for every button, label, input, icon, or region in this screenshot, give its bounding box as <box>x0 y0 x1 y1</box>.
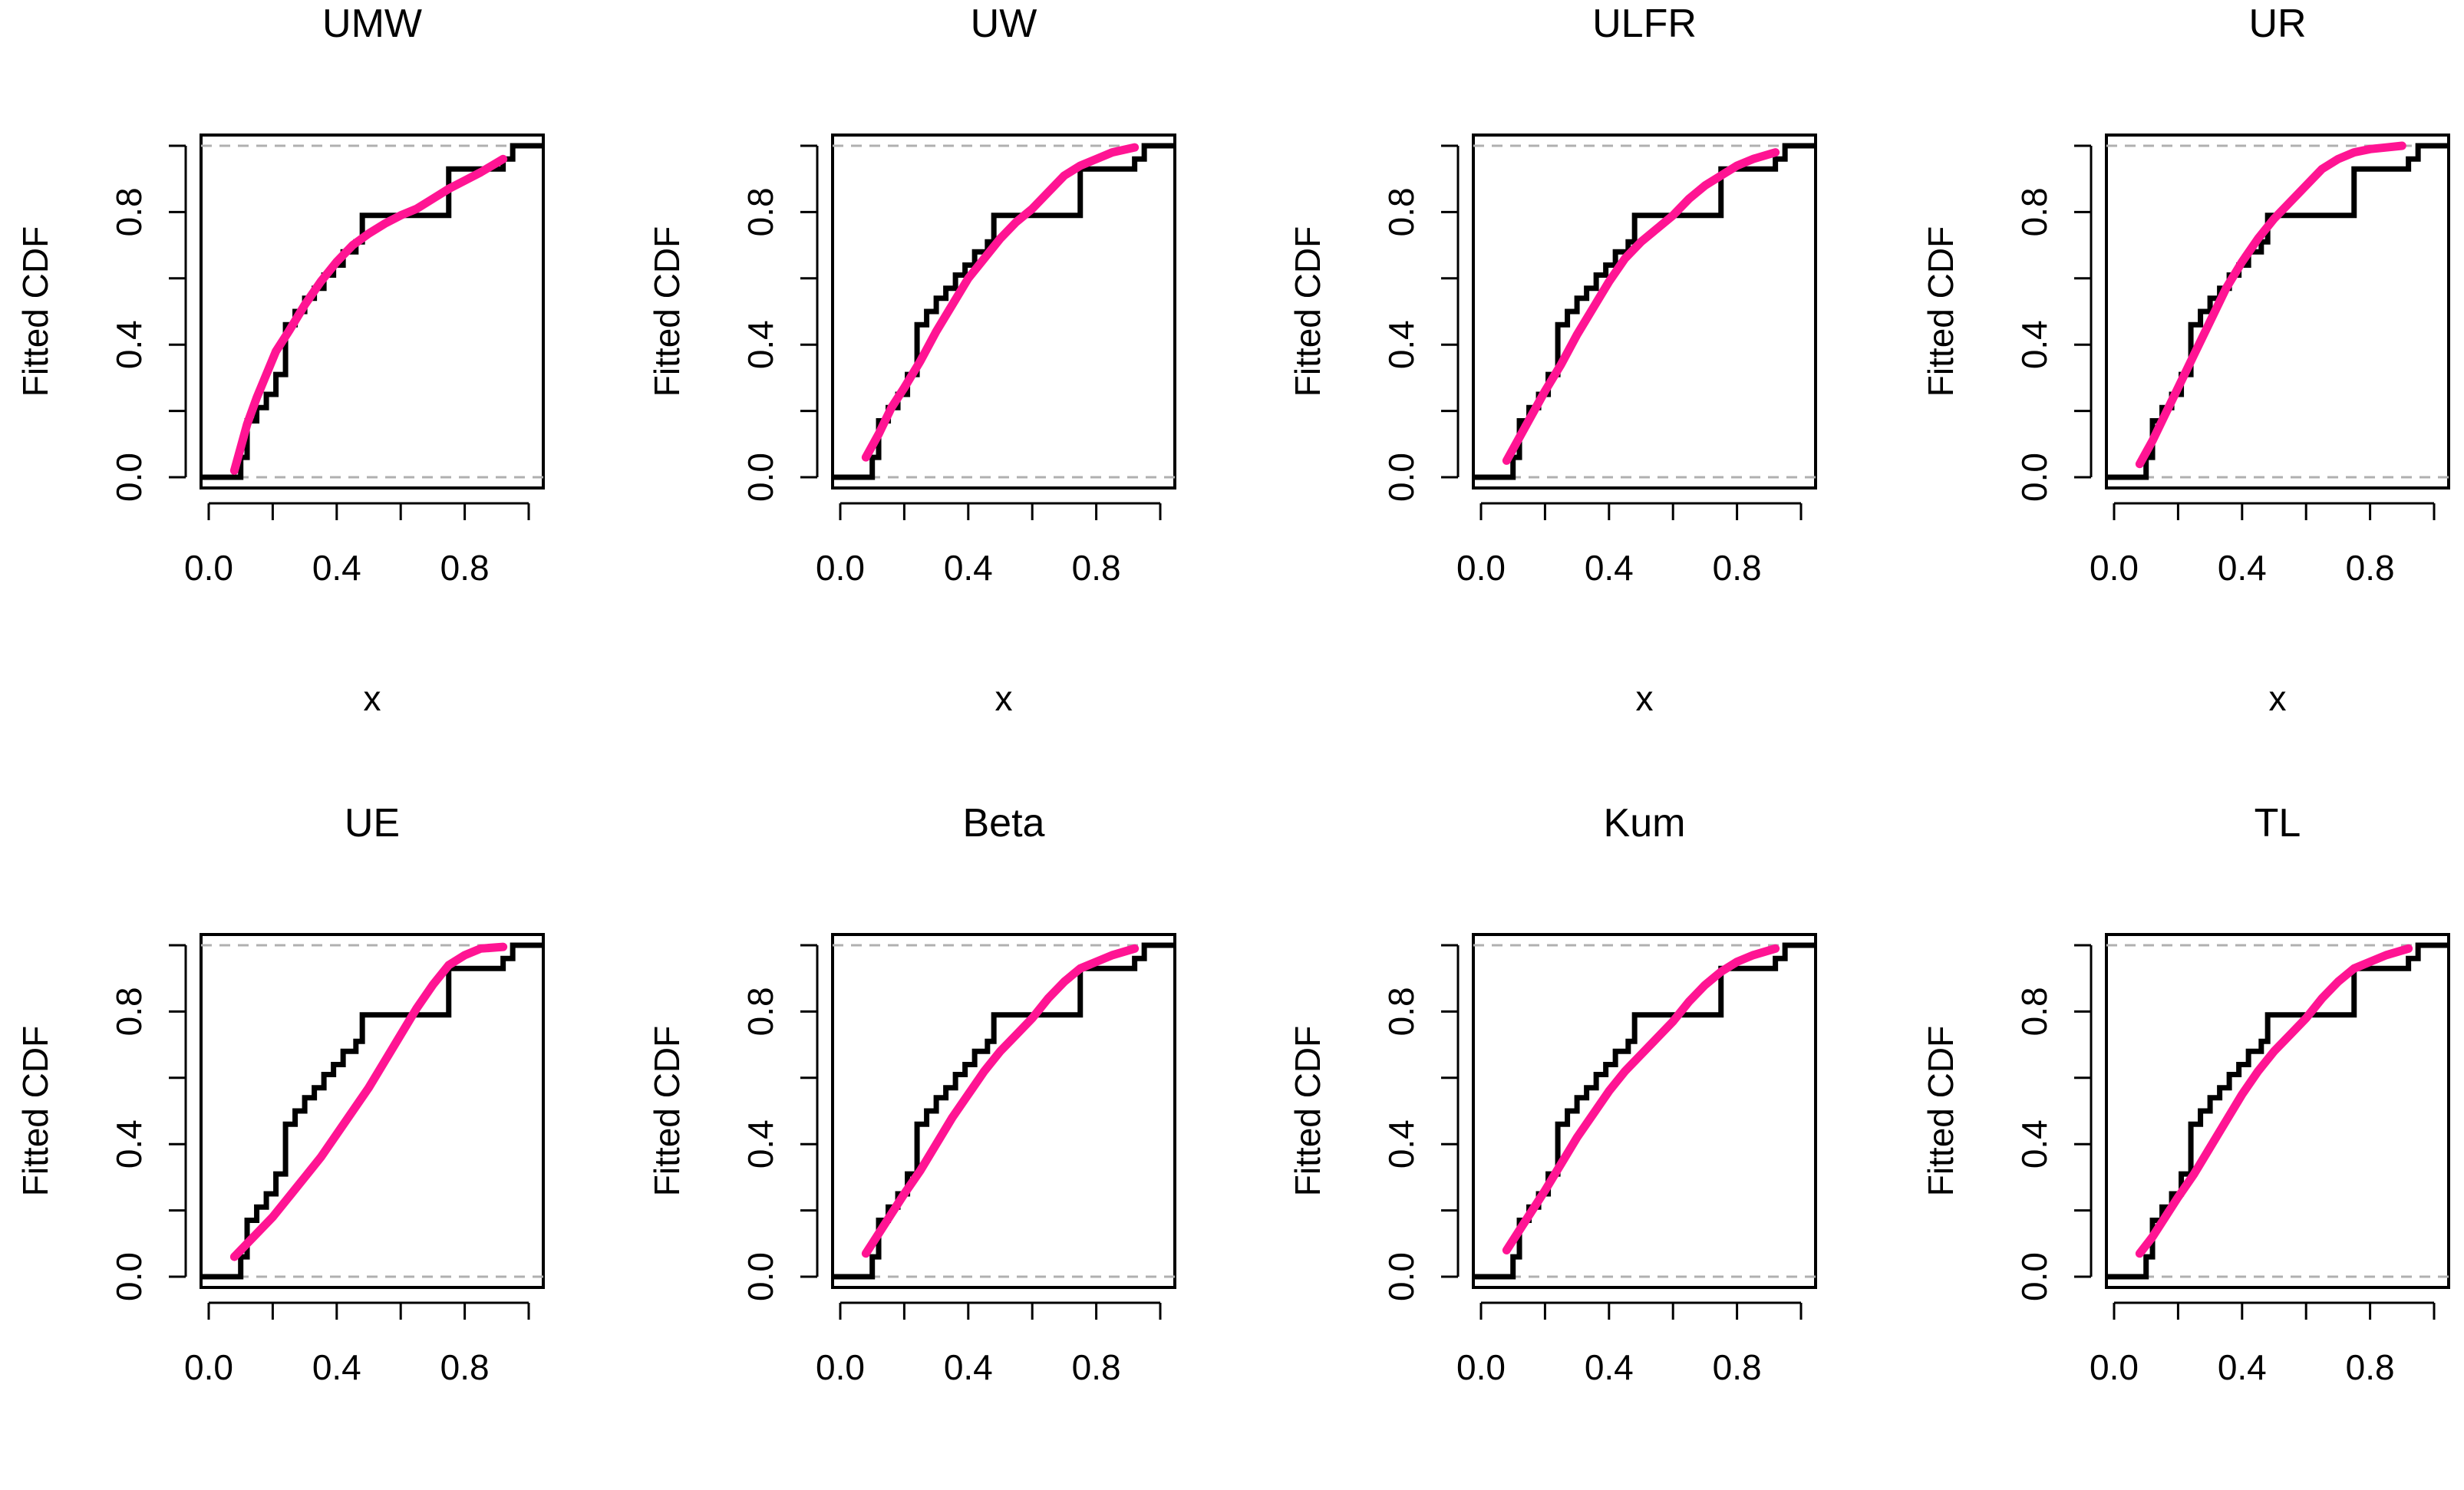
y-tick-label: 0.4 <box>1381 1119 1421 1169</box>
y-tick-label: 0.0 <box>2014 1252 2054 1301</box>
panel-title: UMW <box>322 2 422 46</box>
x-tick-label: 0.0 <box>2090 1347 2139 1387</box>
y-tick-label: 0.4 <box>2014 1119 2054 1169</box>
y-tick-label: 0.4 <box>741 320 780 369</box>
x-tick-label: 0.0 <box>184 548 233 588</box>
y-axis-title: Fitted CDF <box>1921 226 1961 397</box>
y-tick-label: 0.4 <box>109 1119 149 1169</box>
panel-title: Beta <box>963 801 1045 846</box>
x-tick-label: 0.8 <box>1713 548 1762 588</box>
fitted-cdf-curve <box>861 944 1140 1258</box>
panel-kum: Kum 0.0 0.4 0.8 x 0.0 0.4 0.8 Fitted CDF <box>1288 801 1817 1490</box>
panel-tl: TL 0.0 0.4 0.8 x 0.0 0.4 0.8 Fitted CDF <box>1921 801 2450 1490</box>
y-tick-label: 0.0 <box>1381 453 1421 502</box>
x-tick-label: 0.8 <box>1072 548 1121 588</box>
fitted-cdf-curve <box>2135 141 2406 469</box>
fitted-cdf-curve <box>229 154 508 475</box>
x-axis-title: x <box>1636 678 1654 718</box>
x-tick-label: 0.4 <box>1585 548 1634 588</box>
y-tick-label: 0.8 <box>2014 187 2054 236</box>
panel-beta: Beta 0.0 0.4 0.8 x 0.0 0.4 0.8 Fitted CDF <box>647 801 1176 1490</box>
x-tick-label: 0.0 <box>816 1347 865 1387</box>
x-tick-label: 0.8 <box>2346 548 2395 588</box>
y-tick-label: 0.0 <box>741 453 780 502</box>
y-axis-title: Fitted CDF <box>647 226 687 397</box>
panel-title: UR <box>2248 2 2306 46</box>
y-tick-label: 0.8 <box>109 187 149 236</box>
y-tick-label: 0.0 <box>109 1252 149 1301</box>
x-tick-label: 0.8 <box>2346 1347 2395 1387</box>
y-tick-label: 0.8 <box>109 987 149 1036</box>
y-tick-label: 0.8 <box>2014 987 2054 1036</box>
y-axis-title: Fitted CDF <box>15 226 55 397</box>
panel-ur: UR 0.0 0.4 0.8 x 0.0 0.4 0.8 Fitted CDF <box>1921 2 2450 718</box>
plot-frame <box>1472 134 1817 490</box>
y-tick-label: 0.4 <box>1381 320 1421 369</box>
y-axis-title: Fitted CDF <box>1921 1026 1961 1196</box>
x-axis-title: x <box>364 1478 381 1490</box>
panel-uw: UW 0.0 0.4 0.8 x 0.0 0.4 0.8 Fitted CDF <box>647 2 1176 718</box>
fitted-cdf-curve <box>861 143 1140 462</box>
x-tick-label: 0.0 <box>2090 548 2139 588</box>
plot-frame <box>2105 134 2450 490</box>
x-axis-title: x <box>1636 1478 1654 1490</box>
x-axis-title: x <box>364 678 381 718</box>
x-tick-label: 0.4 <box>944 548 993 588</box>
x-tick-label: 0.8 <box>1713 1347 1762 1387</box>
panel-umw: UMW 0.0 0.4 0.8 x 0.0 0.4 0.8 Fitted CDF <box>15 2 545 718</box>
panel-title: UE <box>345 801 400 846</box>
y-tick-label: 0.4 <box>109 320 149 369</box>
y-axis-title: Fitted CDF <box>1288 226 1328 397</box>
x-tick-label: 0.0 <box>1456 548 1506 588</box>
x-tick-label: 0.0 <box>184 1347 233 1387</box>
fitted-cdf-curve <box>1502 148 1780 465</box>
panel-title: ULFR <box>1592 2 1697 46</box>
plot-frame <box>200 933 545 1289</box>
x-tick-label: 0.8 <box>1072 1347 1121 1387</box>
fitted-cdf-curve <box>229 942 508 1261</box>
x-tick-label: 0.0 <box>1456 1347 1506 1387</box>
x-axis-title: x <box>995 678 1013 718</box>
fitted-cdf-curve <box>1502 944 1780 1254</box>
y-tick-label: 0.0 <box>741 1252 780 1301</box>
x-tick-label: 0.4 <box>312 1347 361 1387</box>
x-tick-label: 0.4 <box>1585 1347 1634 1387</box>
y-axis-title: Fitted CDF <box>1288 1026 1328 1196</box>
x-tick-label: 0.0 <box>816 548 865 588</box>
plot-frame <box>200 134 545 490</box>
plot-frame <box>831 134 1176 490</box>
y-tick-label: 0.8 <box>1381 187 1421 236</box>
y-axis-title: Fitted CDF <box>15 1026 55 1196</box>
plot-frame <box>1472 933 1817 1289</box>
x-axis-title: x <box>2269 678 2287 718</box>
y-tick-label: 0.0 <box>2014 453 2054 502</box>
y-tick-label: 0.0 <box>1381 1252 1421 1301</box>
x-axis-title: x <box>995 1478 1013 1490</box>
x-tick-label: 0.4 <box>2218 1347 2267 1387</box>
y-tick-label: 0.4 <box>741 1119 780 1169</box>
y-tick-label: 0.0 <box>109 453 149 502</box>
y-tick-label: 0.4 <box>2014 320 2054 369</box>
y-axis-title: Fitted CDF <box>647 1026 687 1196</box>
y-tick-label: 0.8 <box>1381 987 1421 1036</box>
x-tick-label: 0.4 <box>944 1347 993 1387</box>
y-tick-label: 0.8 <box>741 187 780 236</box>
x-axis-title: x <box>2269 1478 2287 1490</box>
fitted-cdf-curve <box>2135 944 2413 1258</box>
panel-title: UW <box>971 2 1037 46</box>
x-tick-label: 0.8 <box>440 548 490 588</box>
x-tick-label: 0.8 <box>440 1347 490 1387</box>
panel-title: TL <box>2255 801 2301 846</box>
plot-frame <box>2105 933 2450 1289</box>
empirical-cdf-step <box>201 143 543 480</box>
empirical-cdf-step <box>201 942 543 1280</box>
panel-ulfr: ULFR 0.0 0.4 0.8 x 0.0 0.4 0.8 Fitted CDF <box>1288 2 1817 718</box>
x-tick-label: 0.4 <box>312 548 361 588</box>
y-tick-label: 0.8 <box>741 987 780 1036</box>
panel-title: Kum <box>1604 801 1686 846</box>
panel-ue: UE 0.0 0.4 0.8 x 0.0 0.4 0.8 Fitted CDF <box>15 801 545 1490</box>
plot-frame <box>831 933 1176 1289</box>
x-tick-label: 0.4 <box>2218 548 2267 588</box>
